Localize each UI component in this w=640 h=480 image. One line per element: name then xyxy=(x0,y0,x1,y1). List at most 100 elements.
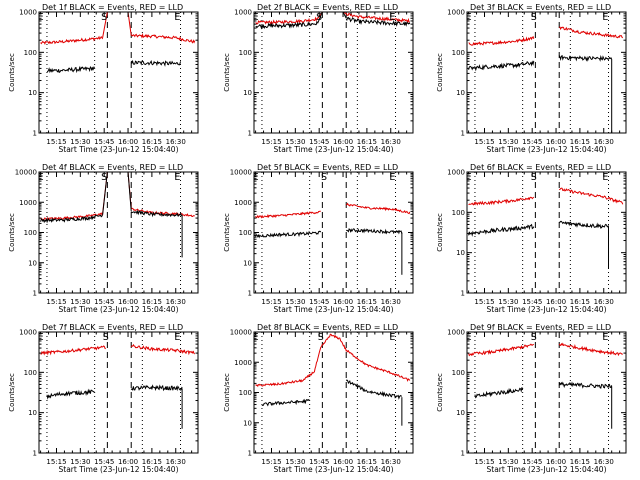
y-tick-label: 100 xyxy=(452,209,465,217)
x-axis-label: Start Time (23-Jun-12 15:04:40) xyxy=(487,305,607,314)
y-tick-label: 1000 xyxy=(447,9,465,17)
y-tick-label: 100 xyxy=(24,49,37,57)
lld-series xyxy=(131,32,196,44)
orbit-marker: E xyxy=(389,172,395,183)
x-tick-label: 15:15 xyxy=(261,298,281,306)
lld-series xyxy=(40,35,104,46)
panel-4: Det 4f BLACK = Events, RED = LLD Counts/s… xyxy=(8,163,199,314)
events-series xyxy=(46,388,95,400)
orbit-marker: S xyxy=(531,332,537,343)
y-tick-label: 10 xyxy=(28,89,37,97)
orbit-marker: E xyxy=(174,332,180,343)
x-tick-label: 16:00 xyxy=(546,138,566,146)
x-tick-label: 15:15 xyxy=(46,138,66,146)
y-tick-label: 1000 xyxy=(19,329,37,337)
y-tick-label: 1000 xyxy=(447,329,465,337)
x-tick-label: 15:15 xyxy=(474,298,494,306)
y-tick-label: 1000 xyxy=(19,199,37,207)
x-tick-label: 16:00 xyxy=(333,298,353,306)
events-series xyxy=(255,20,318,30)
y-axis-label: Counts/sec xyxy=(223,53,231,92)
x-tick-label: 16:00 xyxy=(118,138,138,146)
x-tick-label: 15:45 xyxy=(94,458,114,466)
orbit-marker: E xyxy=(253,12,259,23)
lld-series xyxy=(255,16,319,25)
y-tick-label: 10 xyxy=(28,259,37,267)
y-tick-label: 1000 xyxy=(447,169,465,177)
y-tick-label: 10 xyxy=(456,89,465,97)
y-axis-label: Counts/sec xyxy=(223,373,231,412)
x-tick-label: 16:15 xyxy=(142,458,162,466)
events-series xyxy=(558,54,613,62)
panel-6: Det 6f BLACK = Events, RED = LLD Counts/s… xyxy=(436,163,627,314)
x-tick-label: 16:30 xyxy=(594,298,614,306)
y-tick-label: 10 xyxy=(243,89,252,97)
orbit-marker: E xyxy=(466,172,472,183)
orbit-marker: E xyxy=(253,332,259,343)
orbit-marker: S xyxy=(103,332,109,343)
events-series xyxy=(40,214,104,224)
x-tick-label: 15:30 xyxy=(70,458,90,466)
y-tick-label: 1 xyxy=(33,290,37,298)
x-tick-label: 16:15 xyxy=(570,298,590,306)
orbit-marker: E xyxy=(38,172,44,183)
x-tick-label: 15:15 xyxy=(261,458,281,466)
x-tick-label: 15:30 xyxy=(285,298,305,306)
y-tick-label: 10 xyxy=(456,249,465,257)
plot-frame xyxy=(466,331,627,454)
x-tick-label: 15:30 xyxy=(285,458,305,466)
x-tick-label: 16:30 xyxy=(166,458,186,466)
y-axis-label: Counts/sec xyxy=(436,53,444,92)
y-axis-label: Counts/sec xyxy=(436,373,444,412)
y-tick-label: 10 xyxy=(243,259,252,267)
x-tick-label: 15:45 xyxy=(522,458,542,466)
lld-series xyxy=(558,342,623,357)
lld-series xyxy=(40,345,106,356)
events-series xyxy=(130,209,183,218)
panel-title: Det 1f BLACK = Events, RED = LLD xyxy=(42,3,183,12)
x-tick-label: 16:00 xyxy=(546,298,566,306)
x-tick-label: 16:15 xyxy=(142,298,162,306)
events-series xyxy=(468,60,535,72)
y-axis-label: Counts/sec xyxy=(223,213,231,252)
panel-title: Det 9f BLACK = Events, RED = LLD xyxy=(470,323,611,332)
panel-3: Det 3f BLACK = Events, RED = LLD Counts/s… xyxy=(436,3,627,154)
x-tick-label: 15:45 xyxy=(94,298,114,306)
orbit-marker: E xyxy=(38,12,44,23)
panel-2: Det 2f BLACK = Events, RED = LLD Counts/s… xyxy=(223,3,414,154)
y-axis-label: Counts/sec xyxy=(8,53,16,92)
lld-series xyxy=(40,212,104,221)
y-tick-label: 1000 xyxy=(234,359,252,367)
events-series-flare-edge xyxy=(127,171,132,212)
x-tick-label: 15:15 xyxy=(474,138,494,146)
panel-1: Det 1f BLACK = Events, RED = LLD Counts/s… xyxy=(8,3,199,154)
y-axis-label: Counts/sec xyxy=(8,373,16,412)
events-series xyxy=(345,16,411,27)
x-tick-label: 15:15 xyxy=(261,138,281,146)
y-tick-label: 100 xyxy=(239,389,252,397)
panel-9: Det 9f BLACK = Events, RED = LLD Counts/s… xyxy=(436,323,627,474)
orbit-marker: E xyxy=(466,12,472,23)
events-series xyxy=(558,381,613,389)
events-series xyxy=(255,230,322,239)
y-tick-label: 10000 xyxy=(15,169,37,177)
y-tick-label: 1 xyxy=(248,450,252,458)
x-tick-label: 16:30 xyxy=(381,458,401,466)
x-tick-label: 16:30 xyxy=(166,138,186,146)
orbit-marker: E xyxy=(389,12,395,23)
orbit-marker: E xyxy=(389,332,395,343)
x-tick-label: 15:30 xyxy=(498,458,518,466)
x-tick-label: 15:45 xyxy=(309,138,329,146)
orbit-marker: E xyxy=(253,172,259,183)
lld-series xyxy=(468,196,535,206)
x-axis-label: Start Time (23-Jun-12 15:04:40) xyxy=(59,465,179,474)
orbit-marker: E xyxy=(174,12,180,23)
y-axis-label: Counts/sec xyxy=(436,213,444,252)
y-tick-label: 10 xyxy=(456,409,465,417)
plot-frame xyxy=(38,331,199,454)
lld-series xyxy=(255,210,321,219)
orbit-marker: S xyxy=(531,172,537,183)
lld-series xyxy=(255,333,411,388)
x-tick-label: 16:00 xyxy=(333,138,353,146)
x-tick-label: 15:45 xyxy=(522,298,542,306)
